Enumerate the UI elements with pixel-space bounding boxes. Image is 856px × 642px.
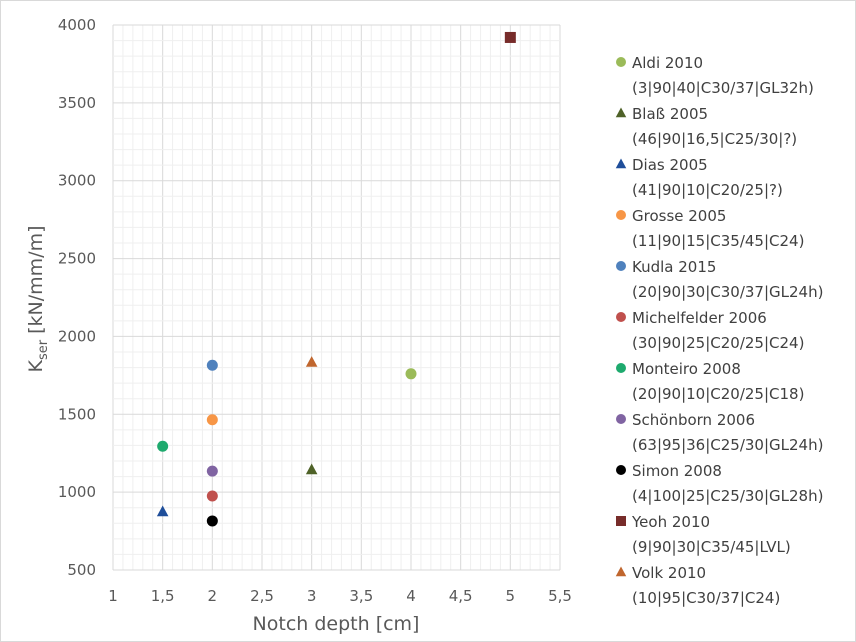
legend-marker	[616, 261, 626, 271]
x-tick-label: 3,5	[349, 587, 373, 605]
y-axis-title-sub: ser	[36, 339, 51, 360]
legend-detail: (20|90|30|C30/37|GL24h)	[632, 283, 823, 301]
legend-marker	[615, 566, 627, 577]
legend-detail: (11|90|15|C35/45|C24)	[632, 232, 804, 250]
legend-marker	[616, 414, 626, 424]
legend-marker	[616, 210, 626, 220]
legend-marker	[615, 107, 627, 118]
legend: Aldi 2010 (3|90|40|C30/37|GL32h) Blaß 2005…	[615, 54, 823, 607]
legend-label: Michelfelder 2006	[632, 309, 767, 327]
x-tick-label: 2	[208, 587, 218, 605]
legend-label: Simon 2008	[632, 462, 722, 480]
data-point	[405, 368, 417, 380]
y-tick-label: 2500	[58, 250, 96, 268]
legend-marker	[616, 363, 626, 373]
legend-detail: (41|90|10|C20/25|?)	[632, 181, 783, 199]
legend-detail: (9|90|30|C35/45|LVL)	[632, 538, 791, 556]
data-point	[156, 505, 169, 517]
y-tick-labels: 500 1000 1500 2000 2500 3000 3500 4000	[58, 16, 96, 579]
legend-marker	[616, 516, 626, 526]
legend-label: Volk 2010	[632, 564, 706, 582]
y-axis-title-main: K	[25, 360, 47, 373]
legend-label: Aldi 2010	[632, 54, 703, 72]
legend-detail: (30|90|25|C20/25|C24)	[632, 334, 804, 352]
x-tick-label: 5	[506, 587, 516, 605]
y-tick-label: 3000	[58, 172, 96, 190]
x-tick-label: 3	[307, 587, 317, 605]
x-tick-labels: 1 1,5 2 2,5 3 3,5 4 4,5 5 5,5	[108, 587, 572, 605]
legend-detail: (20|90|10|C20/25|C18)	[632, 385, 804, 403]
data-point	[504, 31, 516, 43]
legend-label: Blaß 2005	[632, 105, 708, 123]
y-tick-label: 500	[67, 561, 96, 579]
data-point	[206, 465, 218, 477]
legend-detail: (3|90|40|C30/37|GL32h)	[632, 79, 814, 97]
legend-marker	[616, 465, 626, 475]
x-axis-title: Notch depth [cm]	[253, 613, 420, 635]
y-tick-label: 4000	[58, 16, 96, 34]
data-point	[157, 440, 169, 452]
legend-marker	[615, 158, 627, 169]
x-tick-label: 4,5	[449, 587, 473, 605]
y-tick-label: 2000	[58, 327, 96, 345]
data-point	[206, 490, 218, 502]
y-tick-label: 3500	[58, 94, 96, 112]
x-tick-label: 4	[406, 587, 416, 605]
data-points	[156, 31, 516, 527]
grid-lines	[112, 24, 561, 571]
legend-detail: (4|100|25|C25/30|GL28h)	[632, 487, 823, 505]
y-tick-label: 1500	[58, 405, 96, 423]
data-point	[206, 515, 218, 527]
legend-label: Kudla 2015	[632, 258, 716, 276]
x-tick-label: 1,5	[151, 587, 175, 605]
x-tick-label: 2,5	[250, 587, 274, 605]
legend-label: Dias 2005	[632, 156, 708, 174]
data-point	[206, 414, 218, 426]
legend-marker	[616, 312, 626, 322]
legend-label: Yeoh 2010	[631, 513, 710, 531]
legend-label: Grosse 2005	[632, 207, 726, 225]
legend-detail: (10|95|C30/37|C24)	[632, 589, 780, 607]
data-point	[206, 359, 218, 371]
legend-detail: (46|90|16,5|C25/30|?)	[632, 130, 797, 148]
y-axis-title: Kser [kN/mm/m]	[25, 225, 51, 372]
legend-marker	[616, 57, 626, 67]
data-point	[305, 356, 318, 367]
x-tick-label: 1	[108, 587, 118, 605]
y-axis-title-rest: [kN/mm/m]	[25, 225, 47, 339]
legend-detail: (63|95|36|C25/30|GL24h)	[632, 436, 823, 454]
legend-label: Monteiro 2008	[632, 360, 741, 378]
x-tick-label: 5,5	[548, 587, 572, 605]
legend-label: Schönborn 2006	[632, 411, 755, 429]
y-tick-label: 1000	[58, 483, 96, 501]
data-point	[305, 463, 318, 475]
